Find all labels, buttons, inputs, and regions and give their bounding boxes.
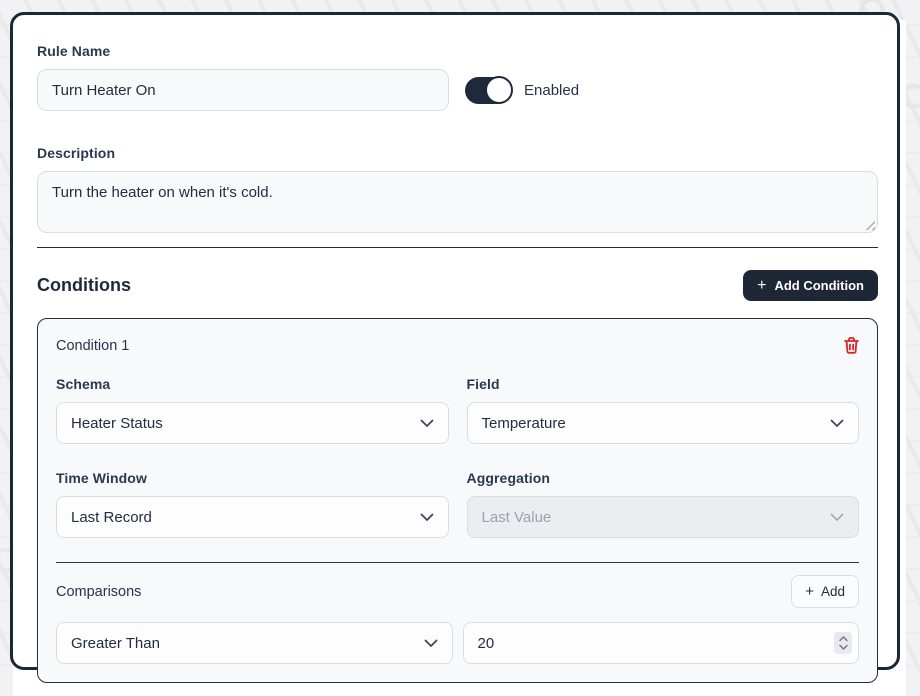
time-window-label: Time Window [56,470,147,486]
condition-item: Condition 1 Schema Heater Status [37,318,878,683]
section-divider [37,247,878,248]
chevron-down-icon [838,644,848,650]
operator-select[interactable]: Greater Than [56,622,453,664]
comparison-row: Greater Than [56,622,859,664]
rule-name-input[interactable] [37,69,449,111]
rule-editor-card: Rule Name Enabled Description Turn the h… [10,12,900,683]
comparisons-divider [56,562,859,563]
add-condition-button[interactable]: + Add Condition [743,270,878,301]
chevron-down-icon [420,419,434,428]
enabled-toggle[interactable] [465,76,513,104]
chevron-up-icon [838,636,848,642]
aggregation-select: Last Value [466,496,859,538]
description-label: Description [37,145,116,161]
time-window-select[interactable]: Last Record [56,496,449,538]
chevron-down-icon [830,419,844,428]
description-textarea[interactable]: Turn the heater on when it's cold. [37,171,878,233]
chevron-down-icon [830,513,844,522]
schema-label: Schema [56,376,111,392]
conditions-heading: Conditions [37,275,131,295]
rule-name-label: Rule Name [37,43,111,59]
field-select-value: Temperature [481,414,566,432]
toggle-knob-icon [485,76,513,104]
time-window-select-value: Last Record [71,508,152,526]
comparison-value-input[interactable] [462,622,859,664]
plus-icon: + [805,583,814,600]
delete-condition-button[interactable] [844,337,859,354]
aggregation-label: Aggregation [466,470,551,486]
enabled-toggle-label: Enabled [524,81,580,99]
add-comparison-button-label: Add [820,584,845,599]
chevron-down-icon [424,639,438,648]
number-stepper[interactable] [834,632,852,654]
operator-select-value: Greater Than [71,634,160,652]
add-condition-button-label: Add Condition [774,278,864,293]
chevron-down-icon [420,513,434,522]
field-label: Field [466,376,500,392]
condition-title: Condition 1 [56,337,130,354]
plus-icon: + [757,276,767,294]
add-comparison-button[interactable]: + Add [791,575,859,608]
schema-select[interactable]: Heater Status [56,402,449,444]
field-select[interactable]: Temperature [466,402,859,444]
comparisons-heading: Comparisons [56,583,142,600]
schema-select-value: Heater Status [71,414,163,432]
aggregation-select-value: Last Value [481,508,552,526]
trash-icon [844,337,859,357]
